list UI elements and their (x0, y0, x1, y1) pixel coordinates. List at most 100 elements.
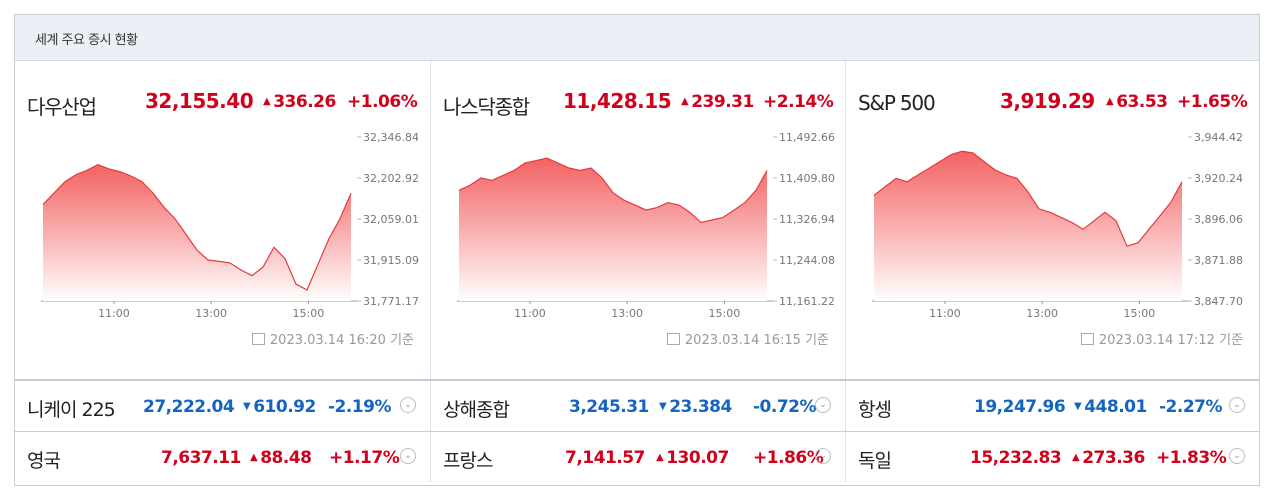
index-cell-uk[interactable]: 영국 7,637.11 ▲ 88.48 +1.17% ⌄ (15, 432, 430, 482)
other-indices: 니케이 225 27,222.04 ▼ 610.92 -2.19% ⌄ 상해종합 … (15, 379, 1259, 485)
index-percent: +1.86% (753, 448, 824, 468)
x-tick-label: 11:00 (98, 307, 130, 320)
widget-title: 세계 주요 증시 현황 (35, 33, 138, 48)
index-panel-dow[interactable]: 다우산업 32,155.40 ▲ 336.26 +1.06% 32,346.84 3… (15, 61, 430, 379)
up-triangle-icon: ▲ (681, 96, 689, 107)
index-price: 7,637.11 (161, 448, 241, 468)
sp500-chart[interactable]: 3,944.42 3,920.24 3,896.06 3,871.88 3,847.70… (846, 129, 1261, 329)
index-cell-hangseng[interactable]: 항셍 19,247.96 ▼ 448.01 -2.27% ⌄ (845, 381, 1259, 431)
series-area (43, 164, 351, 301)
index-change: 63.53 (1116, 92, 1168, 112)
index-change: 610.92 (253, 397, 316, 417)
down-triangle-icon: ▼ (243, 401, 251, 412)
index-percent: -2.27% (1159, 397, 1223, 417)
up-triangle-icon: ▲ (656, 452, 664, 463)
expand-icon[interactable]: ⌄ (815, 448, 831, 464)
index-price: 27,222.04 (143, 397, 235, 417)
index-percent: +1.65% (1177, 92, 1248, 112)
x-tick-label: 15:00 (293, 307, 325, 320)
y-tick-label: 11,326.94 (779, 213, 835, 226)
index-cell-nikkei[interactable]: 니케이 225 27,222.04 ▼ 610.92 -2.19% ⌄ (15, 381, 430, 431)
series-line (458, 157, 768, 224)
index-percent: +1.17% (329, 448, 400, 468)
x-tick-label: 15:00 (1124, 307, 1156, 320)
index-change: 88.48 (260, 448, 312, 468)
x-tick-label: 11:00 (929, 307, 961, 320)
index-cell-france[interactable]: 프랑스 7,141.57 ▲ 130.07 +1.86% ⌄ (430, 432, 845, 482)
index-change: 130.07 (666, 448, 729, 468)
calendar-icon (666, 333, 680, 345)
y-tick-label: 3,847.70 (1194, 295, 1243, 308)
index-name: 독일 (858, 450, 892, 472)
x-tick-label: 13:00 (195, 307, 227, 320)
expand-icon[interactable]: ⌄ (1229, 448, 1245, 464)
up-triangle-icon: ▲ (263, 96, 271, 107)
expand-icon[interactable]: ⌄ (400, 397, 416, 413)
up-triangle-icon: ▲ (250, 452, 258, 463)
index-price: 32,155.40 (145, 89, 254, 113)
index-name: 상해종합 (443, 399, 510, 421)
y-tick-label: 11,161.22 (779, 295, 835, 308)
down-triangle-icon: ▼ (659, 401, 667, 412)
index-percent: +1.83% (1156, 448, 1227, 468)
expand-icon[interactable]: ⌄ (1229, 397, 1245, 413)
expand-icon[interactable]: ⌄ (400, 448, 416, 464)
index-change: 273.36 (1082, 448, 1145, 468)
calendar-icon (251, 333, 265, 345)
nasdaq-chart[interactable]: 11,492.66 11,409.80 11,326.94 11,244.08 11,1… (431, 129, 846, 329)
index-percent: +2.14% (763, 92, 834, 112)
world-indices-widget: 세계 주요 증시 현황 다우산업 32,155.40 ▲ 336.26 +1.06… (14, 14, 1260, 486)
y-tick-label: 3,871.88 (1194, 254, 1243, 267)
y-tick-label: 11,492.66 (779, 131, 835, 144)
index-price: 3,919.29 (1000, 89, 1095, 113)
x-tick-label: 13:00 (1026, 307, 1058, 320)
index-price: 7,141.57 (565, 448, 645, 468)
index-name: 다우산업 (27, 95, 97, 119)
index-cell-germany[interactable]: 독일 15,232.83 ▲ 273.36 +1.83% ⌄ (845, 432, 1259, 482)
down-triangle-icon: ▼ (1074, 401, 1082, 412)
y-tick-label: 32,202.92 (363, 172, 419, 185)
y-tick-label: 11,244.08 (779, 254, 835, 267)
index-panel-nasdaq[interactable]: 나스닥종합 11,428.15 ▲ 239.31 +2.14% 11,492.66… (430, 61, 845, 379)
dow-chart[interactable]: 32,346.84 32,202.92 32,059.01 31,915.09 31,7… (15, 129, 430, 329)
expand-icon[interactable]: ⌄ (815, 397, 831, 413)
index-change: 448.01 (1084, 397, 1147, 417)
index-price: 11,428.15 (563, 89, 672, 113)
index-panel-sp500[interactable]: S&P 500 3,919.29 ▲ 63.53 +1.65% 3,944.42 3… (845, 61, 1259, 379)
index-name: 영국 (27, 450, 61, 472)
x-tick-label: 13:00 (611, 307, 643, 320)
index-name: 나스닥종합 (443, 95, 530, 119)
index-name: 항셍 (858, 399, 892, 421)
up-triangle-icon: ▲ (1106, 96, 1114, 107)
index-name: 프랑스 (443, 450, 493, 472)
index-row: 니케이 225 27,222.04 ▼ 610.92 -2.19% ⌄ 상해종합 … (15, 379, 1259, 431)
index-price: 15,232.83 (970, 448, 1062, 468)
x-tick-label: 15:00 (709, 307, 741, 320)
index-price: 3,245.31 (569, 397, 649, 417)
y-tick-label: 32,346.84 (363, 131, 419, 144)
index-change: 336.26 (273, 92, 336, 112)
series-line (873, 150, 1183, 247)
y-tick-label: 11,409.80 (779, 172, 835, 185)
timestamp: 2023.03.14 17:12 기준 (1080, 329, 1243, 348)
y-tick-label: 3,944.42 (1194, 131, 1243, 144)
index-name: S&P 500 (858, 91, 936, 115)
y-tick-label: 32,059.01 (363, 213, 419, 226)
calendar-icon (1080, 333, 1094, 345)
series-line (42, 163, 352, 291)
index-name: 니케이 225 (27, 399, 116, 421)
timestamp: 2023.03.14 16:20 기준 (251, 329, 414, 348)
index-cell-shanghai[interactable]: 상해종합 3,245.31 ▼ 23.384 -0.72% ⌄ (430, 381, 845, 431)
y-tick-label: 31,915.09 (363, 254, 419, 267)
index-percent: -0.72% (753, 397, 817, 417)
series-area (874, 151, 1182, 301)
index-change: 239.31 (691, 92, 754, 112)
series-area (459, 158, 767, 301)
y-tick-label: 31,771.17 (363, 295, 419, 308)
index-percent: +1.06% (347, 92, 418, 112)
widget-header: 세계 주요 증시 현황 (15, 15, 1259, 61)
up-triangle-icon: ▲ (1072, 452, 1080, 463)
y-tick-label: 3,920.24 (1194, 172, 1243, 185)
y-tick-label: 3,896.06 (1194, 213, 1243, 226)
index-price: 19,247.96 (974, 397, 1066, 417)
